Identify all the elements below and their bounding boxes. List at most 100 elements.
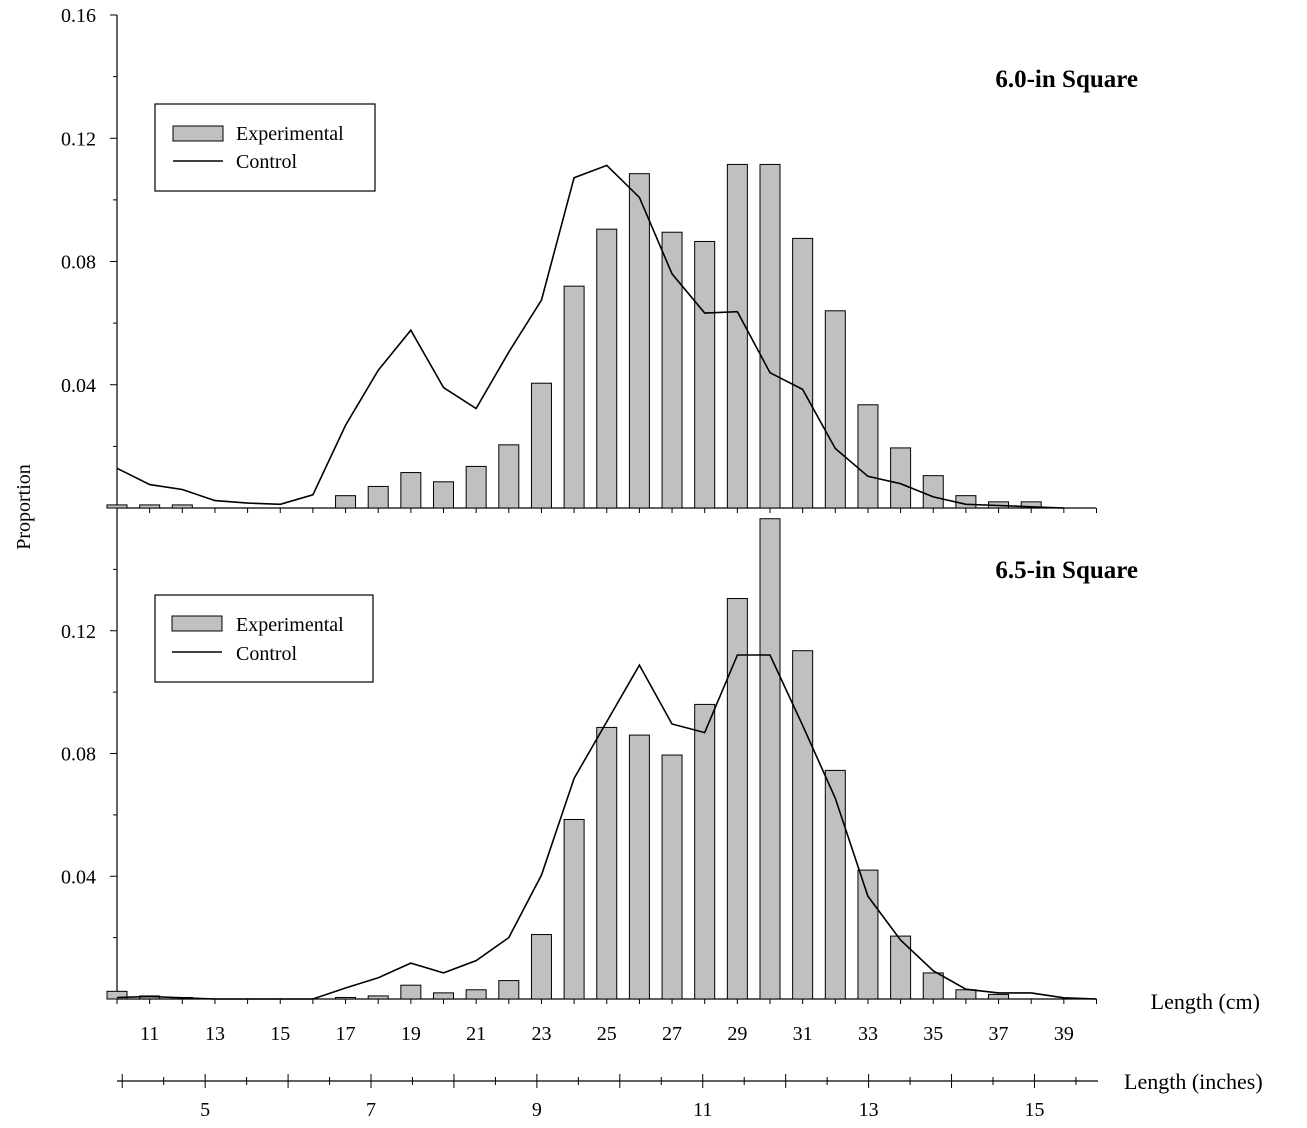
- cm-tick-label: 19: [401, 1023, 421, 1045]
- experimental-bar: [759, 163, 781, 509]
- cm-tick-label: 29: [727, 1023, 747, 1045]
- panel-2-bars: [106, 518, 1010, 1000]
- experimental-bar: [1020, 501, 1042, 509]
- panel-1-legend-bar-label: Experimental: [236, 123, 344, 145]
- inch-tick-label: 9: [532, 1099, 542, 1121]
- experimental-bar: [498, 980, 520, 1000]
- experimental-bar: [563, 818, 585, 1000]
- inch-tick-label: 5: [200, 1099, 210, 1121]
- experimental-bar: [465, 465, 487, 509]
- cm-tick-label: 15: [270, 1023, 290, 1045]
- experimental-bar: [433, 992, 454, 1000]
- y-axis-label: Proportion: [13, 464, 35, 550]
- experimental-bar: [367, 995, 389, 1000]
- experimental-bar: [335, 996, 357, 1000]
- panel-2-legend-bar-label: Experimental: [236, 614, 344, 636]
- experimental-bar: [400, 984, 422, 1000]
- cm-tick-label: 25: [597, 1023, 617, 1045]
- panel-2-ticks: [110, 507, 1097, 1004]
- panel-2-y-tick-labels: 0.12 0.08 0.04: [61, 621, 96, 889]
- experimental-bar: [988, 993, 1010, 1000]
- experimental-bar: [596, 228, 618, 509]
- panel-1-legend-box: [154, 103, 376, 192]
- inch-tick-label: 11: [693, 1099, 712, 1121]
- experimental-bar: [530, 934, 552, 1000]
- experimental-bar: [922, 972, 944, 1000]
- cm-tick-label: 39: [1054, 1023, 1074, 1045]
- cm-tick-label: 21: [466, 1023, 486, 1045]
- experimental-bar: [890, 935, 912, 1000]
- panel-1-control-line: [116, 164, 1064, 509]
- inch-tick-label: 15: [1024, 1099, 1044, 1121]
- experimental-bar: [661, 231, 683, 509]
- inch-ticks: [121, 1074, 1077, 1088]
- experimental-bar: [857, 869, 879, 1000]
- y-tick-label: 0.08: [61, 252, 96, 274]
- y-tick-label: 0.12: [61, 621, 96, 643]
- panel-1-bars: [106, 163, 1042, 509]
- panel-2-legend: Experimental Control: [154, 594, 374, 683]
- x-axis-label-inches: Length (inches): [1124, 1069, 1263, 1094]
- experimental-bar: [890, 447, 912, 509]
- experimental-bar: [628, 173, 650, 509]
- experimental-bar: [922, 475, 944, 509]
- experimental-bar: [792, 650, 814, 1000]
- experimental-bar: [857, 404, 879, 509]
- x-axis-label-cm: Length (cm): [1151, 989, 1260, 1014]
- experimental-bar: [824, 310, 846, 509]
- y-tick-label: 0.04: [61, 866, 96, 888]
- panel-2-title: 6.5-in Square: [995, 557, 1138, 584]
- experimental-bar: [465, 989, 487, 1000]
- experimental-bar: [661, 754, 683, 1000]
- experimental-bar: [694, 703, 716, 1000]
- experimental-bar: [335, 495, 357, 509]
- experimental-bar: [792, 237, 814, 509]
- y-tick-label: 0.12: [61, 128, 96, 150]
- experimental-bar: [367, 485, 389, 509]
- experimental-bar: [400, 472, 422, 509]
- experimental-bar: [726, 598, 748, 1000]
- panel-1-ticks: [110, 14, 1097, 513]
- panel-6-5-in: 0.12 0.08 0.04 6.5-in Square Experimental …: [61, 507, 1138, 1004]
- inch-tick-label: 7: [366, 1099, 376, 1121]
- cm-tick-label: 27: [662, 1023, 682, 1045]
- cm-tick-label: 31: [793, 1023, 813, 1045]
- cm-tick-label: 13: [205, 1023, 225, 1045]
- cm-tick-label: 35: [923, 1023, 943, 1045]
- cm-tick-label: 11: [140, 1023, 159, 1045]
- experimental-bar: [955, 495, 977, 509]
- experimental-bar: [563, 285, 585, 509]
- experimental-bar: [498, 444, 520, 509]
- inch-axis: 5 7 9 11 13 15: [117, 1074, 1098, 1121]
- panel-1-y-tick-labels: 0.16 0.12 0.08 0.04: [61, 5, 96, 397]
- cm-tick-label: 37: [989, 1023, 1009, 1045]
- experimental-bar: [433, 481, 454, 509]
- experimental-bar: [530, 382, 552, 509]
- experimental-bar: [759, 518, 781, 1000]
- panel-1-legend-line-label: Control: [236, 151, 298, 173]
- panel-1-legend-bar-swatch: [172, 125, 224, 142]
- y-tick-label: 0.04: [61, 375, 96, 397]
- experimental-bar: [171, 504, 193, 509]
- experimental-bar: [824, 769, 846, 1000]
- experimental-bar: [694, 240, 716, 509]
- cm-tick-label: 33: [858, 1023, 878, 1045]
- y-tick-label: 0.16: [61, 5, 96, 27]
- panel-2-control-line: [116, 654, 1097, 1000]
- experimental-bar: [106, 990, 128, 1000]
- inch-tick-labels: 5 7 9 11 13 15: [200, 1099, 1044, 1121]
- experimental-bar: [726, 163, 748, 509]
- panel-2-legend-box: [154, 594, 374, 683]
- experimental-bar: [596, 726, 618, 1000]
- cm-tick-label: 23: [531, 1023, 551, 1045]
- experimental-bar: [955, 989, 977, 1000]
- y-tick-label: 0.08: [61, 744, 96, 766]
- panel-1-title: 6.0-in Square: [995, 66, 1138, 93]
- experimental-bar: [139, 504, 161, 509]
- inch-tick-label: 13: [859, 1099, 879, 1121]
- panel-1-legend: Experimental Control: [154, 103, 376, 192]
- experimental-bar: [628, 734, 650, 1000]
- cm-tick-label: 17: [336, 1023, 356, 1045]
- cm-tick-labels: 11 13 15 17 19 21 23 25 27 29 31 33 35 37 39: [140, 1023, 1074, 1045]
